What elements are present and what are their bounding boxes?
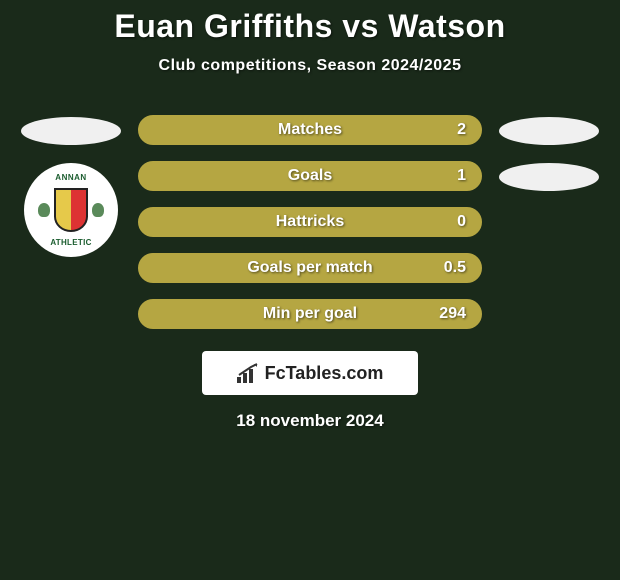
content-row: ANNAN ATHLETIC Matches 2 Goals 1 Hattric… xyxy=(0,115,620,329)
stat-label: Min per goal xyxy=(263,305,357,323)
stat-value: 1 xyxy=(457,167,466,185)
badge-text-bottom: ATHLETIC xyxy=(36,238,106,247)
club-badge-graphic: ANNAN ATHLETIC xyxy=(36,175,106,245)
stat-bar-goals-per-match: Goals per match 0.5 xyxy=(138,253,482,283)
stat-value: 2 xyxy=(457,121,466,139)
stat-label: Hattricks xyxy=(276,213,344,231)
stat-value: 0.5 xyxy=(444,259,466,277)
stats-column: Matches 2 Goals 1 Hattricks 0 Goals per … xyxy=(138,115,482,329)
chart-icon xyxy=(237,363,259,383)
badge-shield xyxy=(54,188,88,232)
badge-thistle-left xyxy=(38,203,50,217)
stat-bar-matches: Matches 2 xyxy=(138,115,482,145)
page-title: Euan Griffiths vs Watson xyxy=(0,8,620,45)
stat-label: Goals per match xyxy=(247,259,372,277)
stat-bar-min-per-goal: Min per goal 294 xyxy=(138,299,482,329)
stat-value: 294 xyxy=(439,305,466,323)
stat-label: Goals xyxy=(288,167,332,185)
date-text: 18 november 2024 xyxy=(236,411,383,431)
page-subtitle: Club competitions, Season 2024/2025 xyxy=(0,57,620,75)
right-ellipse-2 xyxy=(499,163,599,191)
left-player-column: ANNAN ATHLETIC xyxy=(16,115,126,257)
comparison-card: Euan Griffiths vs Watson Club competitio… xyxy=(0,0,620,431)
stat-value: 0 xyxy=(457,213,466,231)
right-ellipse-1 xyxy=(499,117,599,145)
badge-text-top: ANNAN xyxy=(36,173,106,182)
stat-label: Matches xyxy=(278,121,342,139)
club-badge: ANNAN ATHLETIC xyxy=(24,163,118,257)
left-ellipse-1 xyxy=(21,117,121,145)
badge-thistle-right xyxy=(92,203,104,217)
stat-bar-goals: Goals 1 xyxy=(138,161,482,191)
right-player-column xyxy=(494,115,604,191)
footer: FcTables.com 18 november 2024 xyxy=(0,351,620,431)
brand-text: FcTables.com xyxy=(265,363,384,384)
brand-box[interactable]: FcTables.com xyxy=(202,351,418,395)
stat-bar-hattricks: Hattricks 0 xyxy=(138,207,482,237)
